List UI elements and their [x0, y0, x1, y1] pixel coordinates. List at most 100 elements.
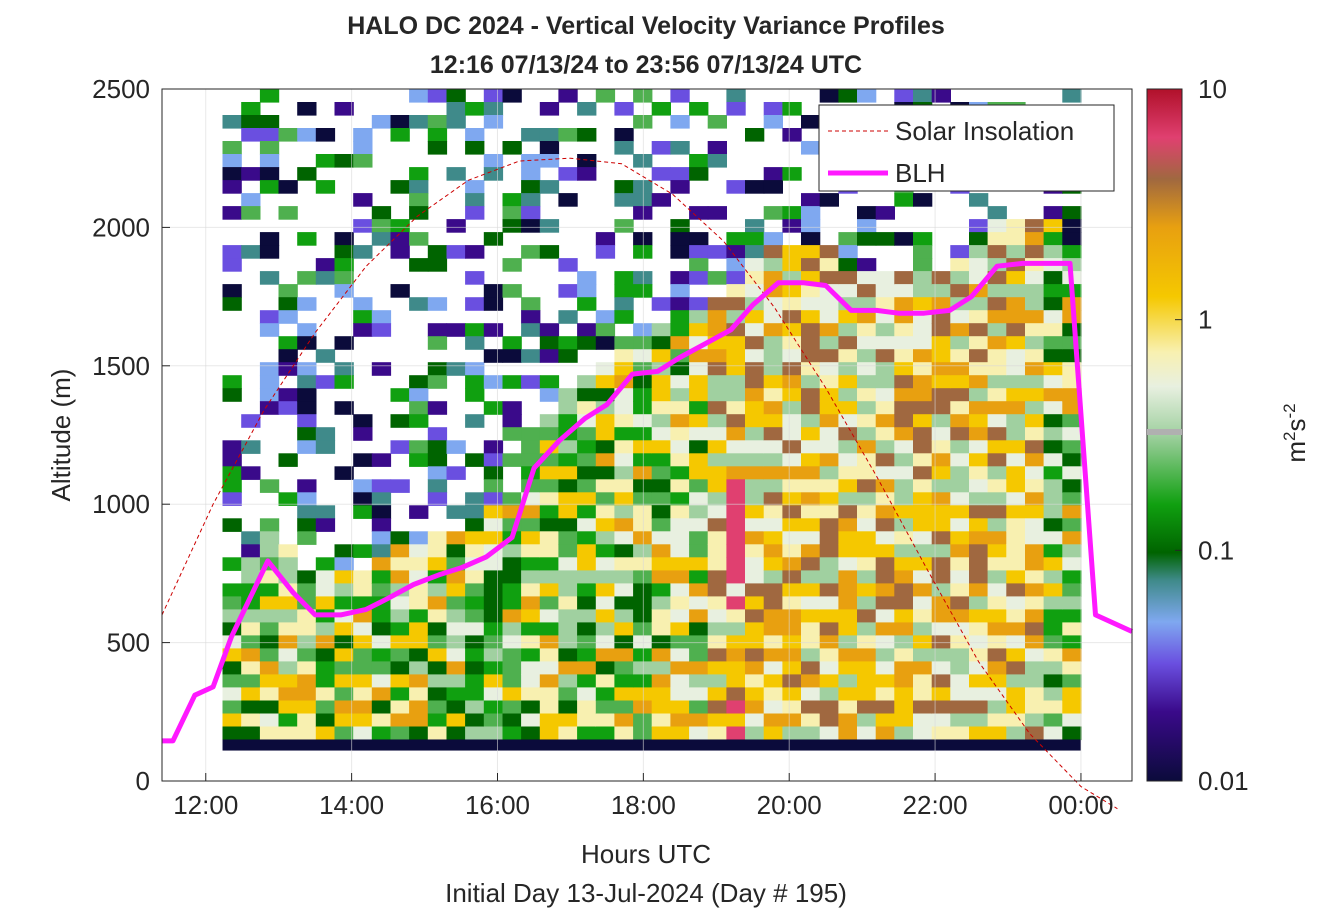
heatmap-cell [707, 583, 727, 597]
heatmap-cell [278, 622, 298, 636]
heatmap-cell [446, 648, 466, 662]
x-axis-label: Hours UTC [581, 839, 711, 869]
heatmap-cell [875, 713, 895, 728]
heatmap-cell [521, 596, 541, 610]
heatmap-cell [875, 479, 895, 493]
heatmap-cell [782, 427, 802, 441]
heatmap-cell [987, 401, 1007, 415]
heatmap-cell [894, 193, 914, 207]
heatmap-cell [987, 453, 1007, 467]
heatmap-cell [409, 609, 429, 623]
heatmap-cell [670, 557, 690, 571]
heatmap-cell [241, 661, 261, 675]
heatmap-cell [1043, 674, 1063, 688]
heatmap-cell [707, 310, 727, 324]
heatmap-cell [558, 531, 578, 545]
heatmap-cell [278, 297, 298, 311]
heatmap-cell [857, 349, 877, 363]
heatmap-cell [875, 375, 895, 389]
heatmap-cell [651, 466, 671, 480]
heatmap-cell [353, 492, 373, 506]
heatmap-cell [689, 232, 709, 246]
heatmap-cell [782, 596, 802, 610]
heatmap-cell [745, 531, 765, 545]
heatmap-cell [595, 440, 616, 454]
heatmap-cell [409, 232, 429, 246]
heatmap-cell [1043, 375, 1063, 389]
heatmap-cell [241, 167, 261, 181]
heatmap-cell [670, 219, 690, 233]
heatmap-cell [801, 232, 821, 246]
heatmap-cell [633, 492, 653, 506]
heatmap-cell [222, 687, 242, 701]
heatmap-cell [913, 726, 933, 741]
heatmap-cell [427, 141, 448, 155]
heatmap-cell [614, 193, 634, 207]
heatmap-cell [726, 362, 746, 376]
heatmap-cell [857, 310, 877, 324]
heatmap-cell [390, 388, 410, 402]
heatmap-cell [297, 414, 317, 428]
heatmap-cell [689, 271, 709, 285]
heatmap-cell [651, 557, 671, 571]
heatmap-cell [521, 648, 541, 662]
heatmap-cell [483, 102, 504, 116]
heatmap-cell [539, 154, 560, 168]
heatmap-cell [689, 596, 709, 610]
heatmap-cell [987, 544, 1007, 558]
heatmap-cell [259, 609, 280, 623]
heatmap-cell [651, 167, 671, 181]
heatmap-cell [409, 700, 429, 715]
heatmap-cell [987, 297, 1007, 311]
heatmap-cell [371, 726, 392, 741]
heatmap-cell [446, 440, 466, 454]
heatmap-cell [801, 479, 821, 493]
heatmap-cell [838, 258, 858, 272]
heatmap-cell [689, 167, 709, 181]
heatmap-cell [782, 648, 802, 662]
heatmap-cell [875, 492, 895, 506]
heatmap-cell [987, 388, 1007, 402]
heatmap-cell [801, 531, 821, 545]
heatmap-cell [950, 505, 970, 519]
heatmap-cell [353, 726, 373, 741]
heatmap-cell [1006, 440, 1026, 454]
heatmap-cell [297, 336, 317, 350]
heatmap-cell [931, 427, 951, 441]
heatmap-cell [259, 310, 280, 324]
heatmap-cell [745, 375, 765, 389]
heatmap-cell [745, 336, 765, 350]
heatmap-cell [689, 401, 709, 415]
heatmap-cell [689, 479, 709, 493]
heatmap-cell [726, 102, 746, 116]
heatmap-cell [651, 609, 671, 623]
heatmap-cell [577, 622, 597, 636]
heatmap-cell [1006, 466, 1026, 480]
heatmap-cell [969, 726, 989, 741]
heatmap-cell [1062, 466, 1082, 480]
heatmap-cell [483, 453, 504, 467]
heatmap-cell [334, 726, 354, 741]
heatmap-cell [1062, 479, 1082, 493]
y-tick-label: 1500 [92, 351, 150, 381]
heatmap-cell [651, 583, 671, 597]
heatmap-cell [614, 700, 634, 715]
heatmap-cell [969, 570, 989, 584]
heatmap-cell [875, 505, 895, 519]
heatmap-cell [1025, 713, 1045, 728]
heatmap-cell [297, 622, 317, 636]
heatmap-cell [595, 310, 616, 324]
heatmap-cell [987, 713, 1007, 728]
heatmap-cell [371, 544, 392, 558]
heatmap-cell [969, 531, 989, 545]
heatmap-cell [745, 596, 765, 610]
heatmap-cell [483, 492, 504, 506]
heatmap-cell [315, 349, 336, 363]
heatmap-cell [857, 284, 877, 298]
heatmap-cell [689, 700, 709, 715]
heatmap-cell [222, 440, 242, 454]
heatmap-cell [969, 336, 989, 350]
heatmap-cell [819, 492, 839, 506]
heatmap-cell [595, 661, 616, 675]
